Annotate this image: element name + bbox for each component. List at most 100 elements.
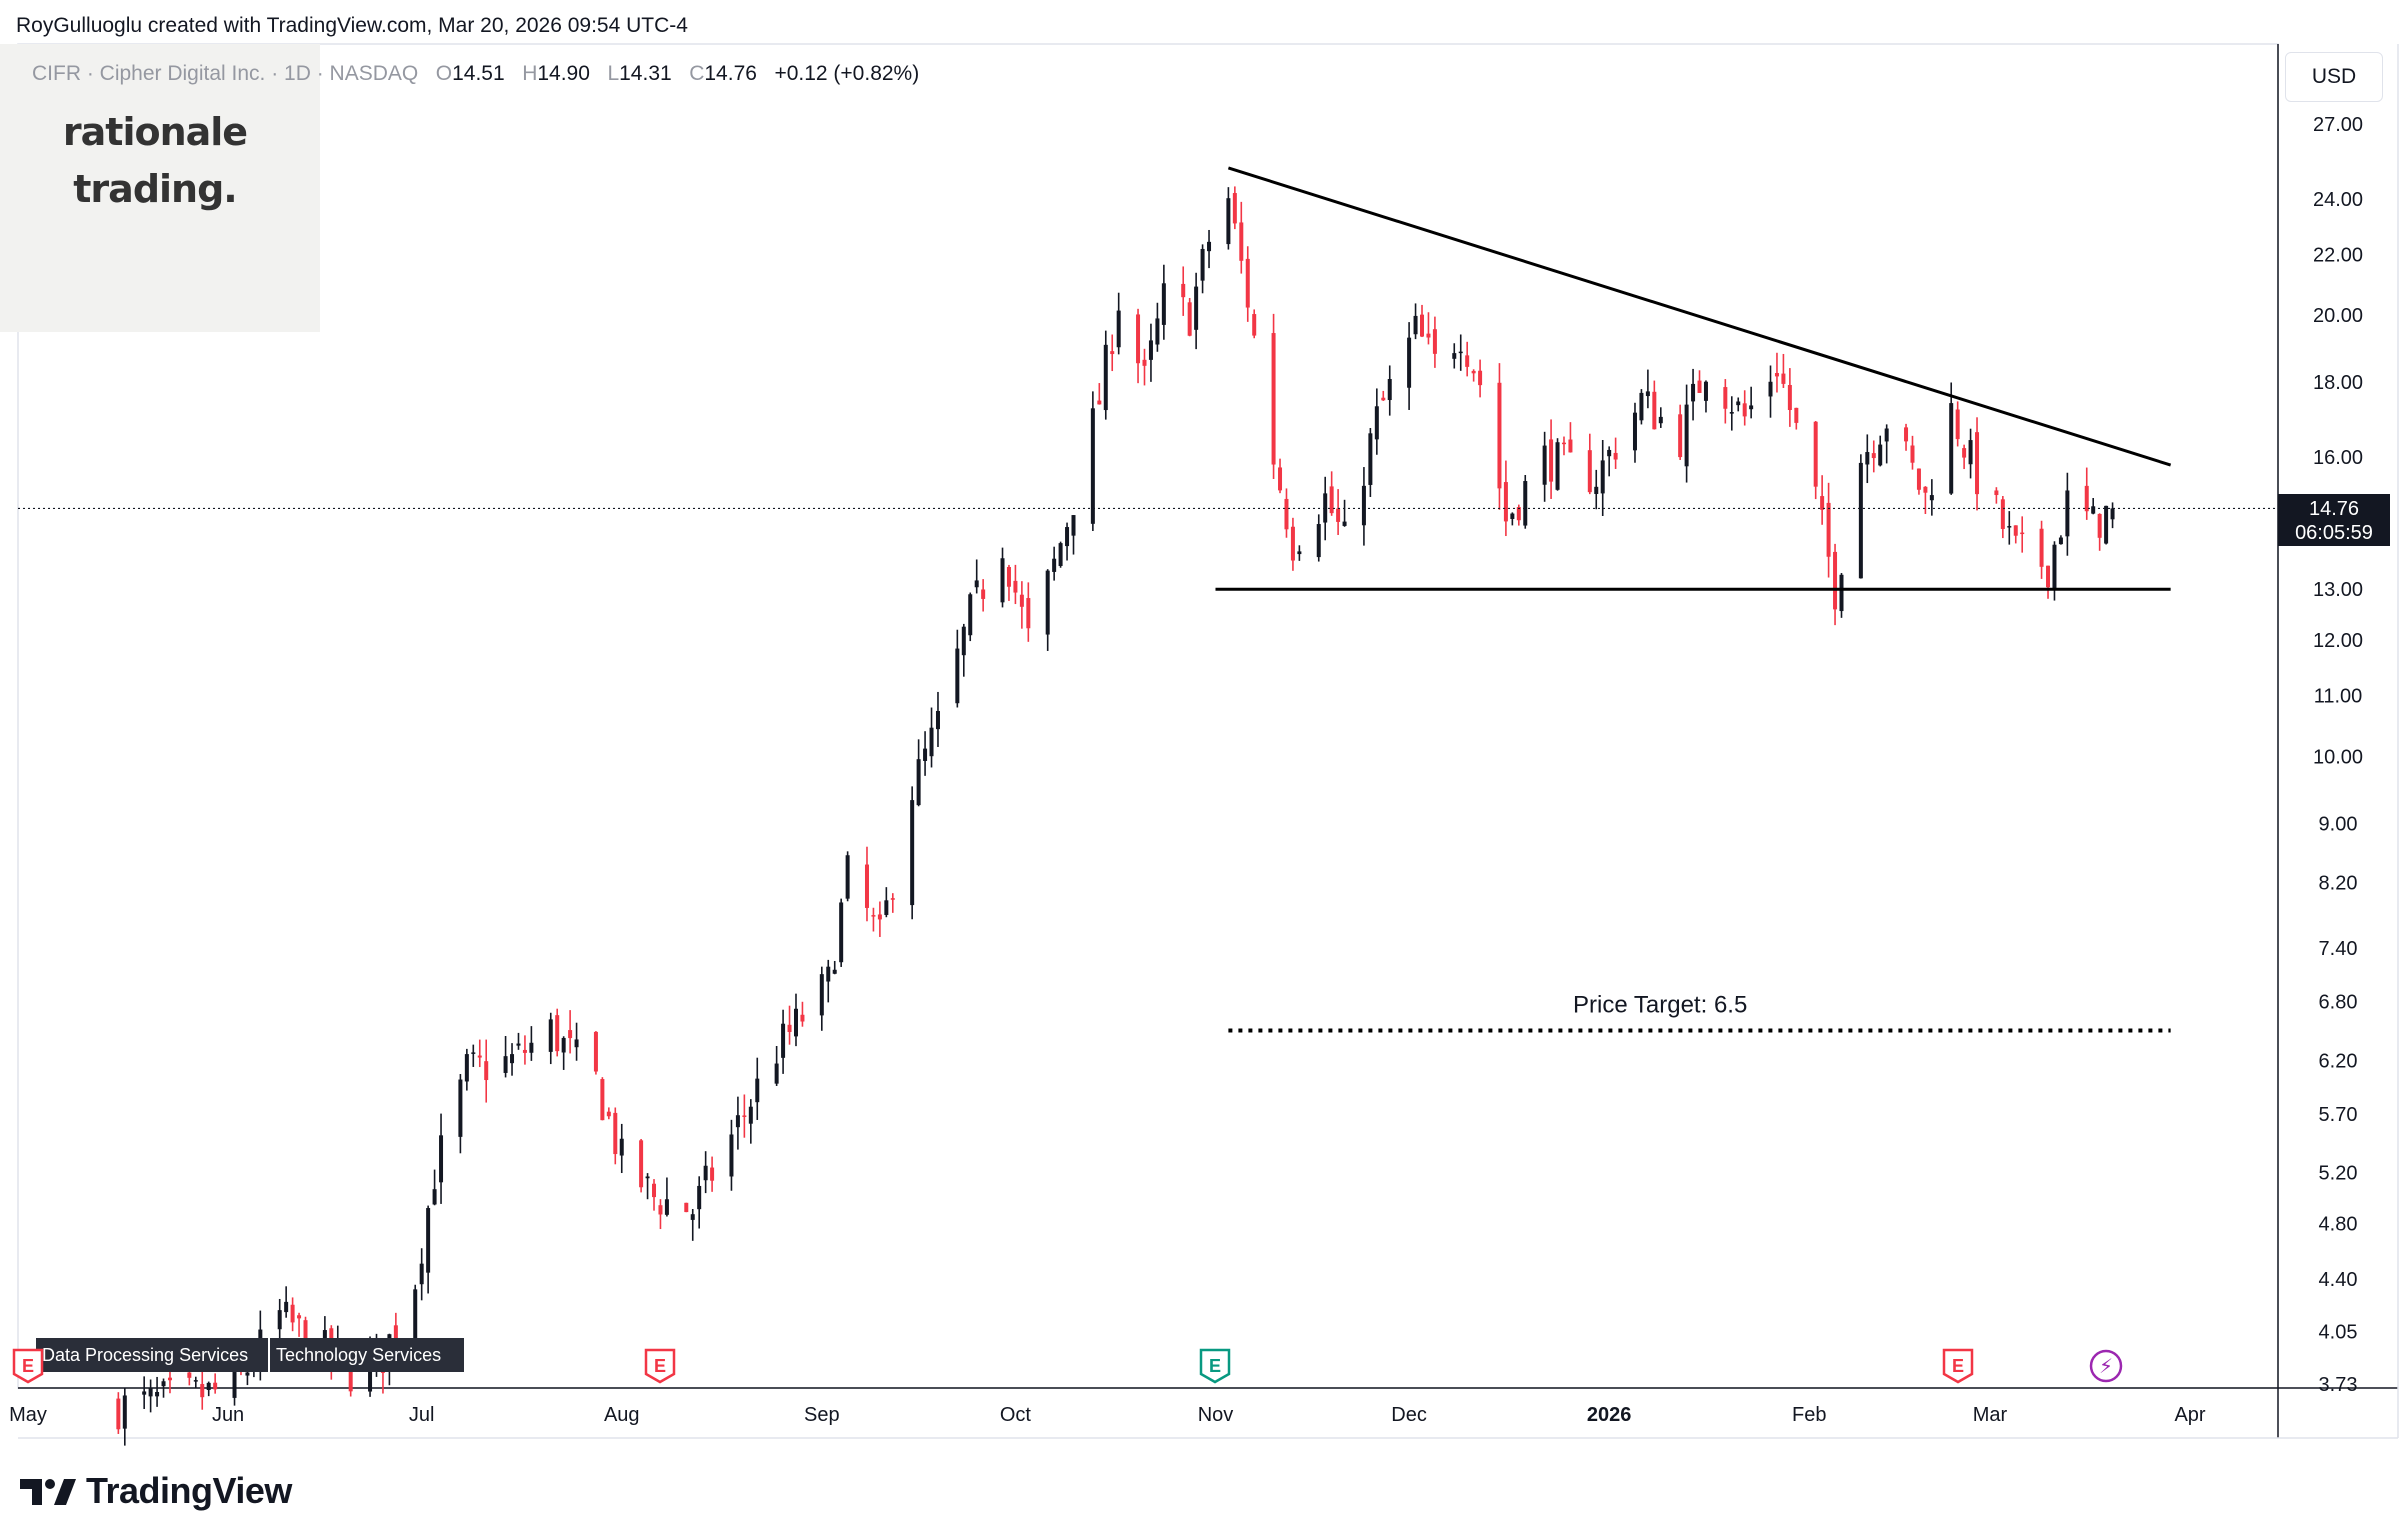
candle-body [2097, 513, 2102, 538]
candle-body [1329, 486, 1334, 514]
candle-body [890, 898, 895, 900]
candle-body [1678, 414, 1683, 458]
candle-body [1368, 433, 1373, 485]
candle-body [1542, 445, 1547, 485]
open-label: O [435, 62, 453, 85]
sector-tag-technology[interactable]: Technology Services [270, 1338, 464, 1372]
price-tick-label: 4.80 [2319, 1213, 2358, 1235]
candle-body [167, 1377, 172, 1381]
candle-body [432, 1189, 437, 1205]
svg-text:E: E [1209, 1356, 1221, 1376]
earnings-event-icon[interactable]: E [1198, 1347, 1232, 1385]
bar-countdown: 06:05:59 [2295, 522, 2373, 544]
candle-body [2007, 526, 2012, 528]
candle-body [2110, 508, 2115, 520]
candle-body [1749, 405, 1754, 410]
candle-body [161, 1381, 166, 1387]
candle-body [929, 727, 934, 757]
candle-body [923, 748, 928, 761]
candle-body [471, 1052, 476, 1054]
candle-body [1645, 391, 1650, 397]
watermark-line-1: rationale [62, 110, 248, 154]
price-tick-label: 9.00 [2319, 813, 2358, 835]
candle-body [652, 1183, 657, 1198]
sector-tag-data-processing[interactable]: Data Processing Services [36, 1338, 268, 1372]
candle-body [1252, 314, 1257, 336]
price-tick-label: 8.20 [2319, 873, 2358, 895]
candle-body [1613, 452, 1618, 460]
candle-body [884, 900, 889, 915]
candle-body [1200, 248, 1205, 281]
symbol-legend[interactable]: CIFR · Cipher Digital Inc. · 1D · NASDAQ… [32, 62, 919, 86]
candle-body [568, 1030, 573, 1039]
candle-body [1381, 397, 1386, 401]
candle-body [606, 1111, 611, 1117]
earnings-event-icon[interactable]: E [1941, 1347, 1975, 1385]
candle-body [1374, 406, 1379, 440]
candle-body [613, 1112, 618, 1155]
candle-body [793, 1008, 798, 1037]
price-tick-label: 22.00 [2313, 244, 2363, 266]
candle-body [916, 759, 921, 806]
candle-body [600, 1079, 605, 1121]
candle-body [2052, 544, 2057, 590]
time-tick-label: Aug [604, 1404, 640, 1426]
candle-body [148, 1387, 153, 1397]
candle-body [155, 1392, 160, 1397]
candle-body [1116, 310, 1121, 348]
candle-body [710, 1167, 715, 1181]
candle-body [800, 1014, 805, 1022]
time-tick-label: Nov [1198, 1404, 1234, 1426]
candle-body [1297, 551, 1302, 555]
earnings-event-icon[interactable]: E [11, 1347, 45, 1385]
earnings-event-icon[interactable]: E [643, 1347, 677, 1385]
candle-body [968, 594, 973, 636]
plot-border [17, 43, 2279, 1389]
time-tick-label: Sep [804, 1404, 840, 1426]
dividend-event-icon[interactable]: ⚡ [2089, 1347, 2123, 1385]
candle-body [1000, 558, 1005, 603]
candle-body [200, 1384, 205, 1398]
time-tick-label: May [9, 1404, 47, 1426]
candle-body [1097, 400, 1102, 405]
candle-body [871, 915, 876, 917]
price-tick-label: 4.05 [2319, 1322, 2358, 1344]
candle-body [1142, 359, 1147, 366]
price-tick-label: 5.20 [2319, 1163, 2358, 1185]
candle-body [1045, 570, 1050, 635]
candle-body [877, 914, 882, 920]
time-tick-label: Mar [1973, 1404, 2008, 1426]
candle-body [426, 1208, 431, 1273]
candle-body [1568, 439, 1573, 453]
candle-body [1207, 241, 1212, 252]
candle-body [574, 1039, 579, 1048]
candle-body [1600, 460, 1605, 494]
candle-body [2013, 525, 2018, 536]
candle-body [1652, 391, 1657, 430]
candle-body [561, 1037, 566, 1053]
candle-body [1768, 381, 1773, 397]
candle-body [755, 1078, 760, 1103]
candle-body [1516, 507, 1521, 521]
currency-button[interactable]: USD [2285, 52, 2383, 102]
last-price-value: 14.76 [2308, 498, 2360, 520]
candle-body [1420, 314, 1425, 337]
candle-body [1975, 432, 1980, 495]
candle-body [1458, 351, 1463, 354]
symbol-name[interactable]: CIFR · Cipher Digital Inc. · 1D · NASDAQ [32, 62, 419, 85]
candle-body [413, 1289, 418, 1345]
price-target-label: Price Target: 6.5 [1573, 991, 1747, 1018]
candle-body [1723, 387, 1728, 409]
candle-body [1103, 344, 1108, 411]
candle-body [2039, 528, 2044, 567]
time-tick-label: Jun [212, 1404, 244, 1426]
candle-body [974, 580, 979, 588]
candle-body [1413, 315, 1418, 335]
candle-body [781, 1023, 786, 1058]
candle-body [935, 710, 940, 730]
candle-body [1161, 283, 1166, 325]
candle-body [458, 1079, 463, 1137]
price-tick-label: 6.20 [2319, 1051, 2358, 1073]
close-value: 14.76 [704, 62, 757, 85]
